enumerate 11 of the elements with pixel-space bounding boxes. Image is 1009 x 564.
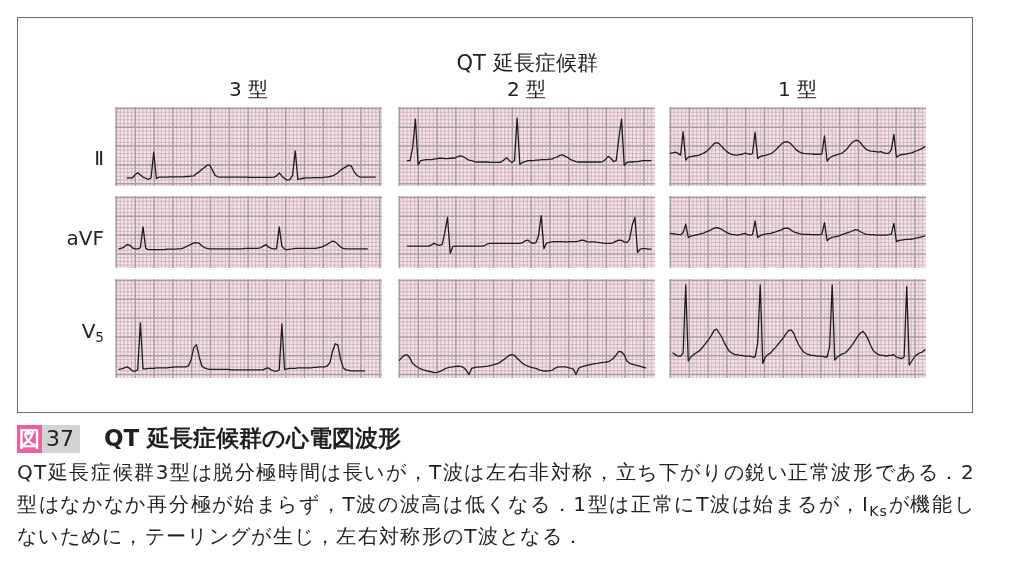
text: QT延長症候群3型は脱分極時間は長いが，T波は左右非対称，立ち下がりの鋭い正常波形である．2型はなかなか再分極が始まらず，T波の波高は低くなる．1型は正常にT波は始まるが，I$_{Ks}$が機能しないために，テーリングが生じ，左右対称形のT波となる． <box>17 460 975 548</box>
chart-title: 1 型 <box>777 77 818 101</box>
y-axis-title: Ⅱ <box>94 146 104 170</box>
text: QT 延長症候群の心電図波形 <box>104 424 402 453</box>
chart-title: 2 型 <box>506 77 547 101</box>
text: 37 <box>42 424 80 453</box>
y-axis-title: aVF <box>66 226 104 250</box>
text: QT 延長症候群 <box>456 51 598 75</box>
y-axis-title: V$_{5}$ <box>81 319 104 345</box>
text: 図 <box>17 424 42 453</box>
chart-title: 3 型 <box>228 77 269 101</box>
